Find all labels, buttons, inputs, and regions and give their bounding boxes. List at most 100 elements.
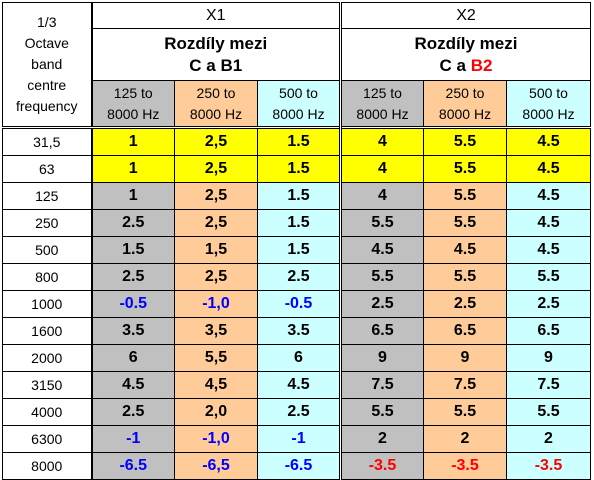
freq-header-line: band [31,56,63,72]
value-cell: 6 [257,344,341,372]
frequency-cell: 4000 [2,398,93,426]
group-title-x2: X2 [339,2,591,29]
value-cell: 5,5 [174,344,258,372]
freq-header-line: frequency [16,98,78,114]
value-cell: 1.5 [257,236,341,264]
value-cell: 2,5 [174,263,258,291]
value-cell: -0.5 [257,290,341,318]
range-line: 125 to [113,84,153,101]
value-cell: 5.5 [339,398,424,426]
value-cell: 7.5 [423,371,507,399]
table-row: 800 2.5 2,5 2.5 5.5 5.5 5.5 [2,263,591,291]
value-cell: 2,5 [174,209,258,237]
value-cell: 1 [91,126,175,156]
value-cell: 4.5 [339,236,424,264]
value-cell: 4.5 [506,155,591,183]
subtitle-highlight: B1 [220,55,243,75]
range-line: 125 to [363,84,402,101]
value-cell: 4 [339,155,424,183]
value-cell: 4.5 [506,236,591,264]
value-cell: 6.5 [339,317,424,345]
frequency-cell: 250 [2,209,93,237]
value-cell: 5.5 [423,126,507,156]
value-cell: 2.5 [423,290,507,318]
value-cell: 3.5 [257,317,341,345]
value-cell: 1.5 [91,236,175,264]
group-subtitle-x1: Rozdíly mezi C a B1 [91,28,341,81]
value-cell: 2.5 [257,398,341,426]
subtitle-highlight: B2 [470,55,493,75]
range-header: 125 to 8000 Hz [339,80,424,128]
range-line: 500 to [279,84,318,101]
range-line: 250 to [445,84,485,101]
table-row: 31,5 1 2,5 1.5 4 5.5 4.5 [2,126,591,156]
value-cell: -1,0 [174,425,258,453]
table-row: 2000 6 5,5 6 9 9 9 [2,344,591,372]
table-row: 8000 -6.5 -6,5 -6.5 -3.5 -3.5 -3.5 [2,452,591,480]
value-cell: -1 [91,425,175,453]
value-cell: 6.5 [423,317,507,345]
value-cell: 5.5 [339,209,424,237]
range-line: 8000 Hz [438,105,492,122]
header-row-groups: 1/3 Octave band centre frequency X1 X2 [2,2,591,128]
subtitle-line2: C a B2 [344,55,590,77]
value-cell: 5.5 [423,155,507,183]
table-row: 63 1 2,5 1.5 4 5.5 4.5 [2,155,591,183]
value-cell: -6,5 [174,452,258,480]
value-cell: 7.5 [339,371,424,399]
value-cell: 2.5 [339,290,424,318]
value-cell: -6.5 [91,452,175,480]
table-row: 3150 4.5 4,5 4.5 7.5 7.5 7.5 [2,371,591,399]
frequency-cell: 8000 [2,452,93,480]
value-cell: 5.5 [423,209,507,237]
value-cell: 7.5 [506,371,591,399]
value-cell: 5.5 [506,263,591,291]
value-cell: 1.5 [257,209,341,237]
value-cell: 3,5 [174,317,258,345]
subtitle-line1: Rozdíly mezi [414,33,518,53]
value-cell: 9 [339,344,424,372]
value-cell: 5.5 [423,263,507,291]
value-cell: 4,5 [174,371,258,399]
frequency-column-header: 1/3 Octave band centre frequency [2,2,93,128]
value-cell: -1 [257,425,341,453]
value-cell: 2 [423,425,507,453]
value-cell: -3.5 [506,452,591,480]
value-cell: 2 [506,425,591,453]
frequency-cell: 125 [2,182,93,210]
value-cell: 1 [91,182,175,210]
value-cell: 6 [91,344,175,372]
value-cell: 2,5 [174,155,258,183]
value-cell: 6.5 [506,317,591,345]
value-cell: 1.5 [257,126,341,156]
frequency-cell: 800 [2,263,93,291]
frequency-cell: 63 [2,155,93,183]
range-header: 500 to 8000 Hz [257,80,341,128]
table-row: 125 1 2,5 1.5 4 5.5 4.5 [2,182,591,210]
range-header: 250 to 8000 Hz [174,80,258,128]
value-cell: 1,5 [174,236,258,264]
range-header: 125 to 8000 Hz [91,80,175,128]
value-cell: 2,5 [174,182,258,210]
value-cell: -3.5 [339,452,424,480]
value-cell: -1,0 [174,290,258,318]
value-cell: 2.5 [91,209,175,237]
value-cell: 1.5 [257,182,341,210]
table-row: 500 1.5 1,5 1.5 4.5 4.5 4.5 [2,236,591,264]
value-cell: 4.5 [506,209,591,237]
header-row-ranges: 125 to 8000 Hz 250 to 8000 Hz 500 to 8000 H… [3,80,591,128]
frequency-cell: 1000 [2,290,93,318]
value-cell: 3.5 [91,317,175,345]
table-row: 1600 3.5 3,5 3.5 6.5 6.5 6.5 [2,317,591,345]
freq-header-line: Octave [24,35,69,51]
range-line: 8000 Hz [107,105,160,122]
value-cell: -3.5 [423,452,507,480]
table-row: 6300 -1 -1,0 -1 2 2 2 [2,425,591,453]
frequency-cell: 1600 [2,317,93,345]
table-row: 4000 2.5 2,0 2.5 5.5 5.5 5.5 [2,398,591,426]
range-line: 8000 Hz [356,105,409,122]
range-line: 500 to [529,84,568,101]
freq-header-line: 1/3 [37,14,57,30]
value-cell: 5.5 [506,398,591,426]
value-cell: -0.5 [91,290,175,318]
